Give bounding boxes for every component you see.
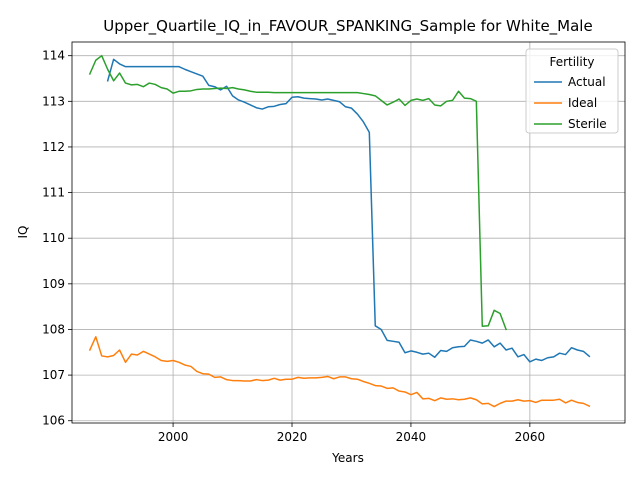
- x-tick-label: 2060: [515, 430, 546, 444]
- chart-title: Upper_Quartile_IQ_in_FAVOUR_SPANKING_Sam…: [103, 17, 592, 36]
- legend-label-ideal: Ideal: [568, 96, 597, 110]
- y-tick-label: 108: [42, 322, 65, 336]
- y-tick-label: 111: [42, 186, 65, 200]
- y-tick-label: 107: [42, 368, 65, 382]
- plot-frame: [71, 41, 626, 424]
- grid: [72, 42, 625, 423]
- x-tick-label: 2020: [277, 430, 308, 444]
- legend-box: [525, 48, 619, 134]
- legend-label-actual: Actual: [568, 75, 606, 89]
- y-tick-label: 110: [42, 231, 65, 245]
- series-line-ideal: [88, 336, 591, 408]
- series-layer: [88, 54, 591, 408]
- x-tick-label: 2000: [158, 430, 189, 444]
- y-axis-label: IQ: [16, 226, 30, 239]
- series-line-sterile: [88, 54, 508, 331]
- y-tick-label: 109: [42, 277, 65, 291]
- legend-label-sterile: Sterile: [568, 117, 607, 131]
- legend-title: Fertility: [549, 55, 594, 69]
- x-axis: 2000 2020 2040 2060: [158, 423, 545, 444]
- y-axis: 106 107 108 109 110 111 112 113 114: [42, 49, 72, 428]
- x-tick-label: 2040: [396, 430, 427, 444]
- series-line-actual: [106, 58, 591, 363]
- legend: Fertility Actual Ideal Sterile: [525, 48, 619, 134]
- x-axis-label: Years: [331, 451, 364, 465]
- y-tick-label: 112: [42, 140, 65, 154]
- y-tick-label: 106: [42, 414, 65, 428]
- y-tick-label: 113: [42, 94, 65, 108]
- y-tick-label: 114: [42, 49, 65, 63]
